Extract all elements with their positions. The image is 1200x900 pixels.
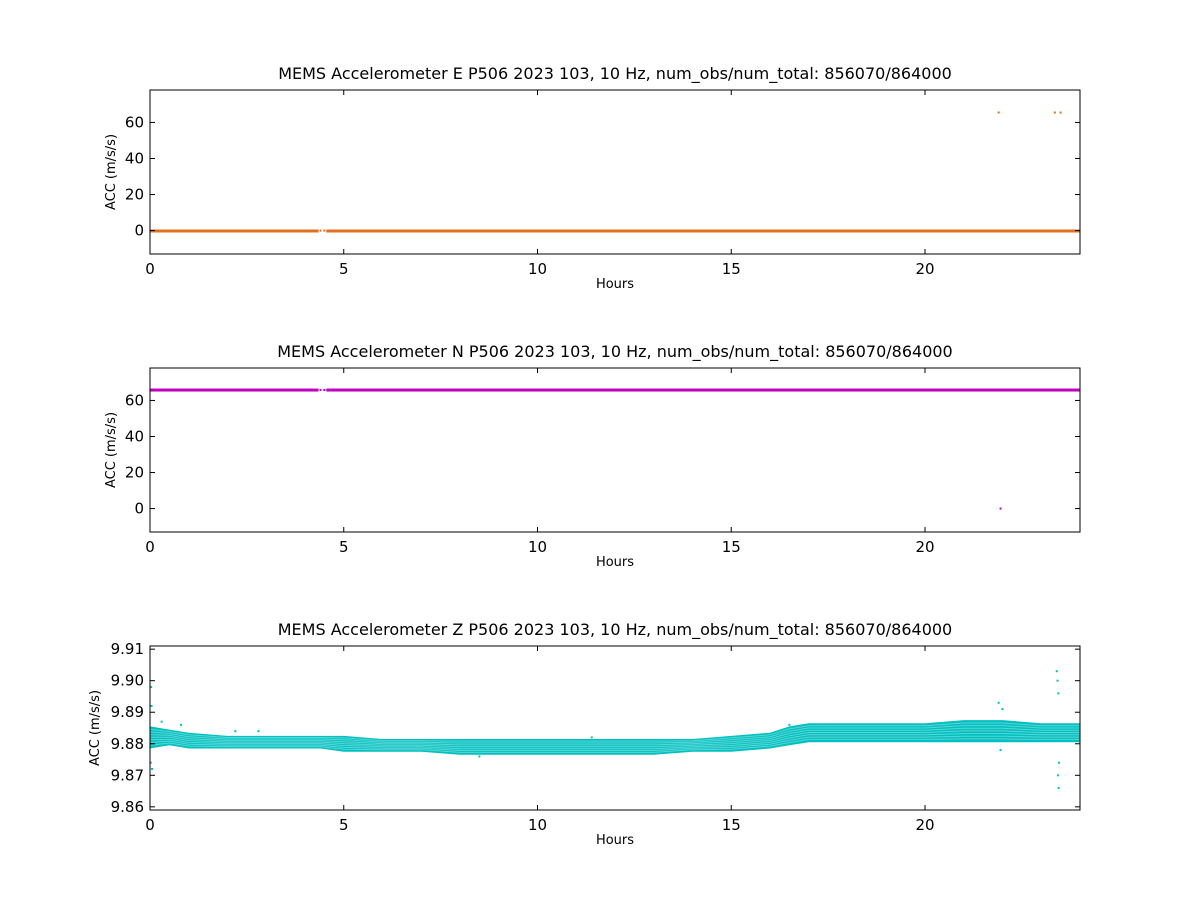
- chart-panel-2: MEMS Accelerometer N P506 2023 103, 10 H…: [104, 342, 1081, 570]
- chart-title: MEMS Accelerometer N P506 2023 103, 10 H…: [277, 342, 952, 362]
- x-axis-label: Hours: [596, 277, 634, 292]
- data-point: [1001, 708, 1004, 711]
- data-point: [997, 701, 1000, 704]
- x-tick-label: 10: [528, 538, 547, 556]
- data-point: [319, 229, 322, 232]
- data-band-texture: [150, 730, 1080, 748]
- y-tick-label: 20: [125, 464, 144, 482]
- y-axis-label: ACC (m/s/s): [88, 690, 103, 766]
- data-point: [150, 768, 153, 770]
- x-tick-label: 5: [339, 260, 349, 278]
- data-band-texture: [150, 727, 1080, 746]
- y-axis-label: ACC (m/s/s): [104, 412, 119, 488]
- chart-panel-3: MEMS Accelerometer Z P506 2023 103, 10 H…: [88, 620, 1081, 848]
- data-point: [1057, 786, 1060, 789]
- data-point: [1056, 679, 1059, 682]
- data-point: [1059, 111, 1062, 114]
- y-tick-label: 9.87: [111, 766, 144, 784]
- data-point: [1057, 692, 1060, 695]
- data-point: [323, 388, 326, 391]
- x-tick-label: 15: [722, 260, 741, 278]
- data-point: [1056, 774, 1059, 777]
- x-tick-label: 0: [145, 538, 155, 556]
- x-tick-label: 5: [339, 816, 349, 834]
- data-band-segment: [150, 388, 319, 392]
- x-tick-label: 0: [145, 816, 155, 834]
- data-point: [160, 720, 163, 723]
- data-layer: [150, 388, 1080, 510]
- y-tick-label: 9.90: [111, 672, 144, 690]
- y-tick-label: 9.89: [111, 703, 144, 721]
- data-layer: [150, 670, 1080, 789]
- x-axis-label: Hours: [596, 555, 634, 570]
- x-tick-label: 10: [528, 816, 547, 834]
- chart-title: MEMS Accelerometer E P506 2023 103, 10 H…: [278, 64, 952, 84]
- y-tick-label: 0: [134, 500, 144, 518]
- x-tick-label: 15: [722, 538, 741, 556]
- plot-frame: [149, 89, 1081, 255]
- data-point: [999, 749, 1002, 752]
- y-tick-label: 9.88: [111, 735, 144, 753]
- x-tick-label: 0: [145, 260, 155, 278]
- chart-title: MEMS Accelerometer Z P506 2023 103, 10 H…: [278, 620, 952, 640]
- data-point: [999, 507, 1002, 510]
- data-point: [788, 723, 791, 726]
- x-tick-label: 15: [722, 816, 741, 834]
- data-band-segment: [326, 388, 1080, 392]
- x-tick-label: 10: [528, 260, 547, 278]
- chart-panel-1: MEMS Accelerometer E P506 2023 103, 10 H…: [104, 64, 1081, 292]
- y-tick-label: 20: [125, 186, 144, 204]
- data-band-texture: [150, 733, 1080, 750]
- plot-frame: [149, 367, 1081, 533]
- data-point: [997, 111, 1000, 114]
- y-tick-label: 40: [125, 149, 144, 167]
- data-band-texture: [150, 722, 1080, 742]
- data-band-texture: [150, 735, 1080, 751]
- data-band-segment: [326, 229, 1080, 233]
- y-axis-label: ACC (m/s/s): [104, 134, 119, 210]
- y-tick-label: 0: [134, 222, 144, 240]
- data-band-segment: [150, 229, 319, 233]
- data-point: [257, 730, 260, 733]
- x-tick-label: 5: [339, 538, 349, 556]
- y-tick-label: 9.86: [111, 798, 144, 816]
- data-point: [478, 755, 481, 758]
- data-point: [150, 761, 152, 764]
- data-point: [150, 704, 153, 707]
- data-point: [150, 686, 153, 688]
- plot-frame: [149, 645, 1081, 811]
- x-tick-label: 20: [915, 260, 934, 278]
- data-point: [1058, 761, 1061, 764]
- data-point: [319, 388, 322, 391]
- y-tick-label: 60: [125, 113, 144, 131]
- y-tick-label: 40: [125, 427, 144, 445]
- data-point: [590, 736, 593, 739]
- data-layer: [150, 111, 1080, 233]
- data-band-texture: [150, 725, 1080, 744]
- data-point: [1053, 111, 1056, 114]
- x-axis-label: Hours: [596, 833, 634, 848]
- data-point: [1055, 670, 1058, 673]
- data-point: [180, 723, 182, 726]
- y-tick-label: 60: [125, 391, 144, 409]
- y-tick-label: 9.91: [111, 640, 144, 658]
- data-band-texture: [150, 738, 1080, 753]
- data-point: [323, 229, 326, 232]
- data-band: [150, 720, 1080, 755]
- x-tick-label: 20: [915, 816, 934, 834]
- x-tick-label: 20: [915, 538, 934, 556]
- data-point: [234, 730, 237, 733]
